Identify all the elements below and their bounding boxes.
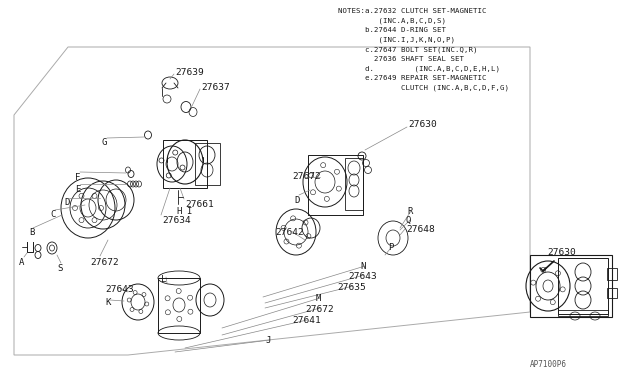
Bar [607, 288, 617, 298]
Text: d.         (INC.A,B,C,D,E,H,L): d. (INC.A,B,C,D,E,H,L) [338, 65, 500, 71]
Text: D: D [64, 198, 69, 207]
Bar [308, 155, 363, 215]
Text: R: R [407, 207, 412, 216]
Text: CLUTCH (INC.A,B,C,D,F,G): CLUTCH (INC.A,B,C,D,F,G) [338, 84, 509, 90]
Text: I: I [186, 207, 191, 216]
Bar [558, 310, 608, 316]
Text: C: C [50, 210, 56, 219]
Text: A: A [19, 258, 24, 267]
Text: 27637: 27637 [201, 83, 230, 92]
Bar [607, 268, 617, 280]
Bar [158, 278, 200, 333]
Text: 27643: 27643 [105, 285, 134, 294]
Text: P: P [388, 243, 394, 252]
Text: 27634: 27634 [162, 216, 191, 225]
Text: 27672: 27672 [305, 305, 333, 314]
Text: 27661: 27661 [185, 200, 214, 209]
Text: 27641: 27641 [292, 316, 321, 325]
Text: F: F [75, 173, 81, 182]
Text: (INC.I,J,K,N,O,P): (INC.I,J,K,N,O,P) [338, 36, 455, 43]
Text: b.27644 D-RING SET: b.27644 D-RING SET [338, 27, 446, 33]
Text: E: E [75, 185, 81, 194]
Text: 27630: 27630 [547, 248, 576, 257]
Bar [345, 158, 363, 210]
Bar [163, 140, 207, 188]
Text: c.27647 BOLT SET(INC.Q,R): c.27647 BOLT SET(INC.Q,R) [338, 46, 477, 52]
Text: 27643: 27643 [348, 272, 377, 281]
Text: K: K [105, 298, 110, 307]
Text: e.27649 REPAIR SET-MAGNETIC: e.27649 REPAIR SET-MAGNETIC [338, 74, 486, 80]
Text: 27639: 27639 [175, 68, 204, 77]
Text: J: J [265, 336, 270, 345]
Text: N: N [360, 262, 365, 271]
Text: (INC.A,B,C,D,S): (INC.A,B,C,D,S) [338, 17, 446, 24]
Text: 27642: 27642 [275, 228, 304, 237]
Text: 27636 SHAFT SEAL SET: 27636 SHAFT SEAL SET [338, 55, 464, 61]
Text: H: H [176, 207, 181, 216]
Text: Q: Q [406, 216, 412, 225]
Text: G: G [102, 138, 108, 147]
Text: L: L [161, 275, 166, 284]
Text: NOTES:a.27632 CLUTCH SET-MAGNETIC: NOTES:a.27632 CLUTCH SET-MAGNETIC [338, 8, 486, 14]
Text: 27672: 27672 [292, 172, 321, 181]
Text: AP7100P6: AP7100P6 [530, 360, 567, 369]
Text: M: M [316, 294, 321, 303]
Text: 27648: 27648 [406, 225, 435, 234]
Text: B: B [29, 228, 35, 237]
Text: 27635: 27635 [337, 283, 365, 292]
Bar [530, 255, 612, 317]
Bar [195, 143, 220, 185]
Text: S: S [57, 264, 62, 273]
Bar [558, 258, 608, 314]
Text: 27630: 27630 [408, 120, 436, 129]
Text: D: D [294, 196, 300, 205]
Text: 27672: 27672 [90, 258, 119, 267]
